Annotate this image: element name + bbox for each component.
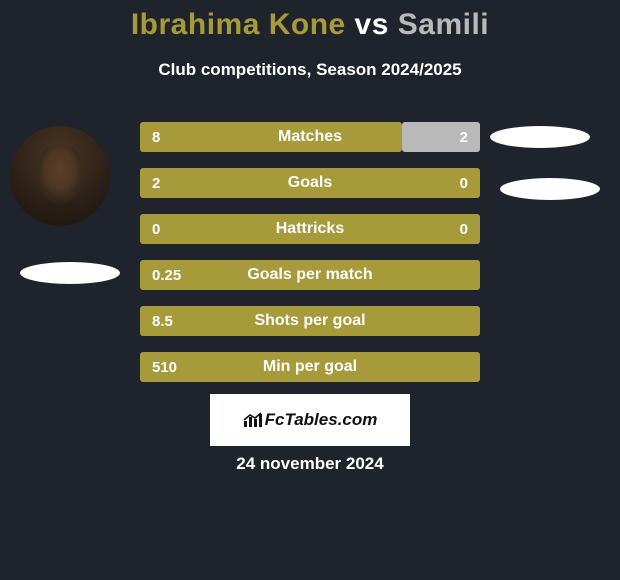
brand-logo: FcTables.com bbox=[243, 410, 378, 430]
comparison-rows: 82Matches20Goals00Hattricks0.25Goals per… bbox=[140, 122, 480, 382]
player-left-avatar bbox=[10, 126, 110, 226]
bar-right bbox=[402, 122, 480, 152]
brand-text: FcTables.com bbox=[265, 410, 378, 430]
title-right: Samili bbox=[398, 8, 489, 41]
ellipse-placeholder bbox=[20, 262, 120, 284]
footer-brand-box: FcTables.com bbox=[210, 394, 410, 446]
bar-left bbox=[140, 260, 480, 290]
stat-row: 8.5Shots per goal bbox=[140, 306, 480, 336]
ellipse-placeholder bbox=[500, 178, 600, 200]
page-title: Ibrahima Kone vs Samili bbox=[0, 8, 620, 42]
ellipse-placeholder bbox=[490, 126, 590, 148]
stat-row: 00Hattricks bbox=[140, 214, 480, 244]
title-left: Ibrahima Kone bbox=[131, 8, 346, 41]
value-left: 510 bbox=[152, 352, 177, 382]
stat-row: 20Goals bbox=[140, 168, 480, 198]
value-left: 0 bbox=[152, 214, 160, 244]
value-left: 2 bbox=[152, 168, 160, 198]
chart-icon bbox=[243, 412, 263, 428]
stat-row: 510Min per goal bbox=[140, 352, 480, 382]
footer-date: 24 november 2024 bbox=[0, 454, 620, 474]
stat-row: 82Matches bbox=[140, 122, 480, 152]
bar-left bbox=[140, 352, 480, 382]
value-left: 8.5 bbox=[152, 306, 173, 336]
value-left: 8 bbox=[152, 122, 160, 152]
bar-left bbox=[140, 306, 480, 336]
bar-left bbox=[140, 168, 480, 198]
title-sep: vs bbox=[346, 8, 398, 41]
bar-left bbox=[140, 214, 480, 244]
value-right: 0 bbox=[460, 214, 468, 244]
subtitle: Club competitions, Season 2024/2025 bbox=[0, 60, 620, 80]
bar-left bbox=[140, 122, 402, 152]
value-left: 0.25 bbox=[152, 260, 181, 290]
value-right: 2 bbox=[460, 122, 468, 152]
stat-row: 0.25Goals per match bbox=[140, 260, 480, 290]
value-right: 0 bbox=[460, 168, 468, 198]
